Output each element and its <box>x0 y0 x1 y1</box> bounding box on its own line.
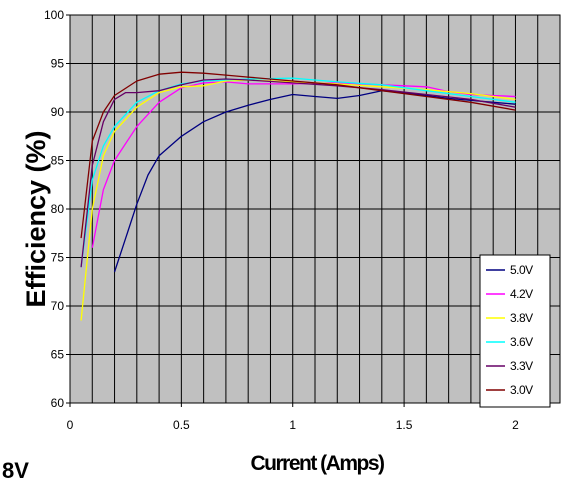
x-tick-label: 1 <box>289 418 296 432</box>
legend-label: 3.8V <box>510 311 533 325</box>
y-tick-label: 60 <box>51 396 65 410</box>
y-tick-label: 65 <box>51 348 65 362</box>
y-tick-label: 70 <box>51 299 65 313</box>
x-tick-label: 1.5 <box>396 418 413 432</box>
series-line-3.0V <box>80 71 516 239</box>
y-tick-label: 80 <box>51 202 65 216</box>
y-tick-label: 100 <box>44 8 64 22</box>
series-line-3.3V <box>80 78 516 268</box>
legend-label: 5.0V <box>510 263 533 277</box>
y-tick-label: 95 <box>51 57 65 71</box>
legend-label: 3.6V <box>510 335 533 349</box>
series-line-3.6V <box>80 77 516 268</box>
legend-label: 3.0V <box>510 383 533 397</box>
legend-label: 3.3V <box>510 359 533 373</box>
series-line-5.0V <box>113 90 516 273</box>
x-axis-label: Current (Amps) <box>250 452 384 475</box>
corner-text: 8V <box>2 458 29 482</box>
legend-label: 4.2V <box>510 287 533 301</box>
y-tick-label: 75 <box>51 251 65 265</box>
y-tick-label: 85 <box>51 154 65 168</box>
x-tick-label: 0.5 <box>173 418 190 432</box>
x-tick-label: 0 <box>67 418 74 432</box>
x-tick-labels: 0 0.5 1 1.5 2 <box>67 403 519 432</box>
legend-box <box>479 254 551 408</box>
legend: 5.0V 4.2V 3.8V 3.6V 3.3V 3.0V <box>479 254 551 408</box>
x-tick-label: 2 <box>512 418 519 432</box>
y-axis-label: Efficiency (%) <box>21 130 51 307</box>
series-lines <box>80 71 516 321</box>
y-tick-labels: 60 65 70 75 80 85 90 95 100 <box>44 8 70 410</box>
y-tick-label: 90 <box>51 105 65 119</box>
